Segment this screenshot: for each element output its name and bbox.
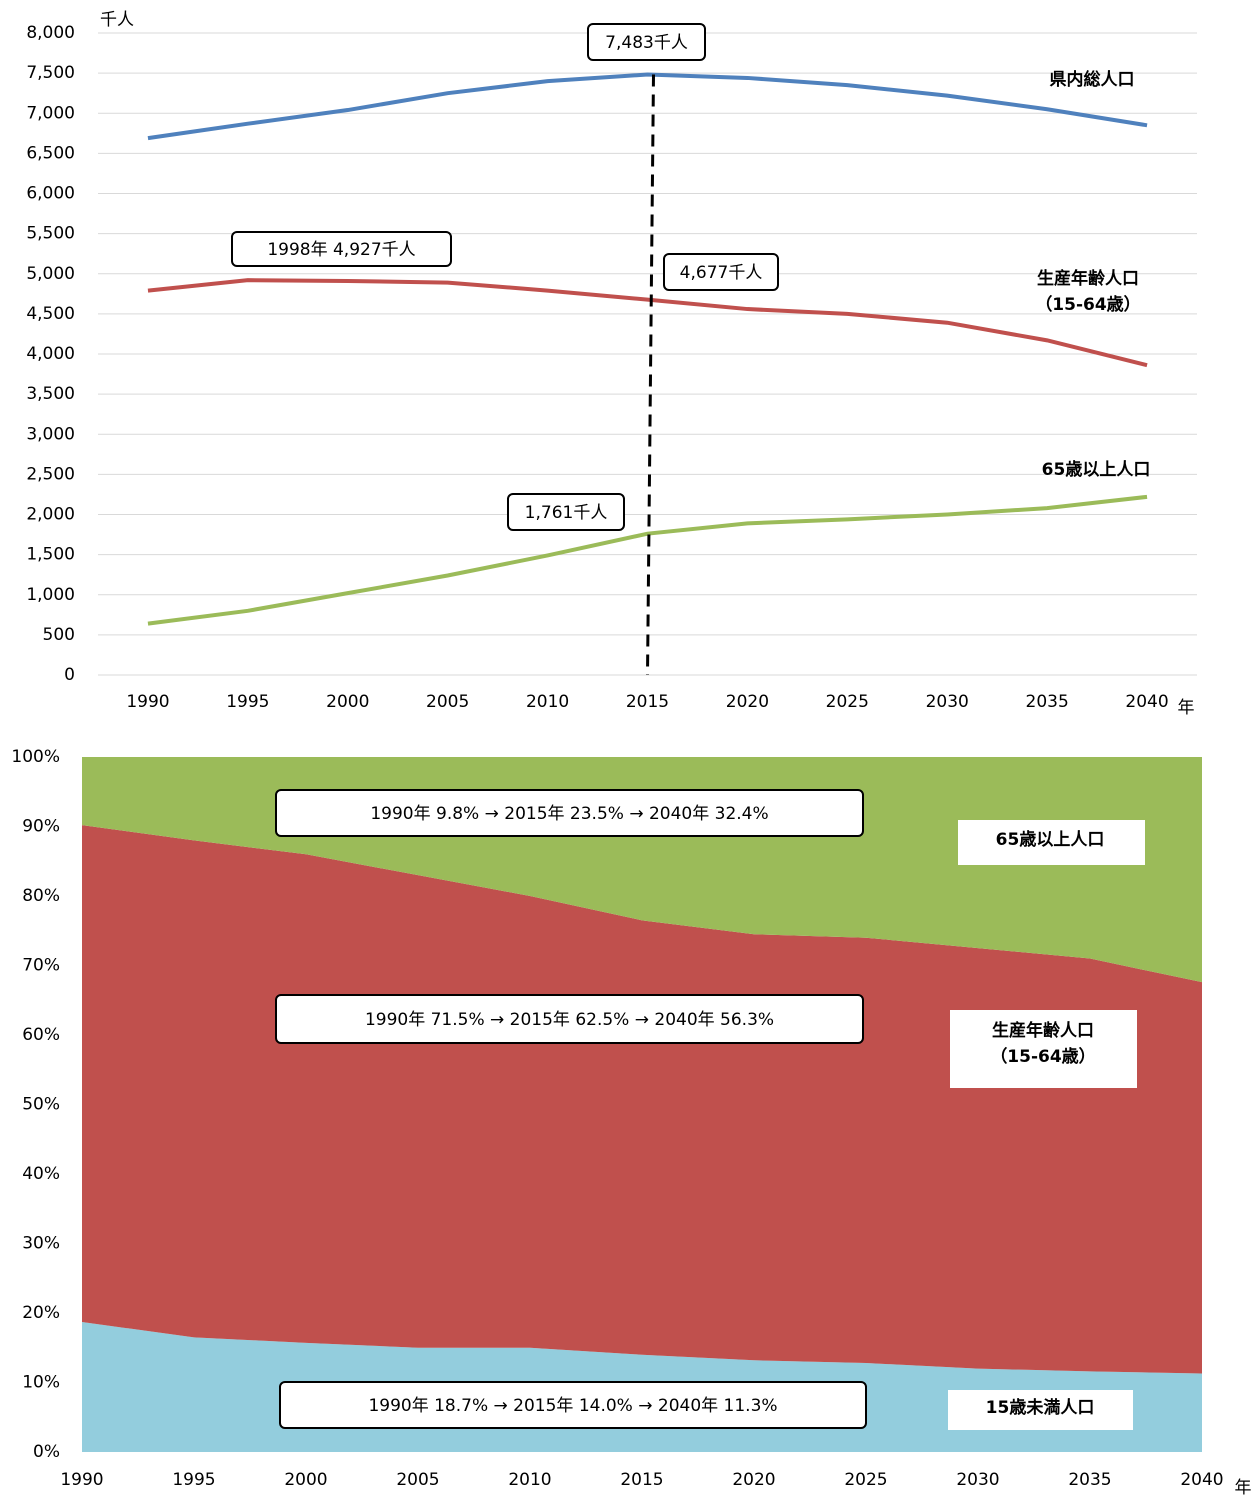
- x-tick-label: 2030: [956, 1470, 999, 1490]
- annotation: 7,483千人: [605, 33, 688, 53]
- y-tick-label: 4,500: [26, 304, 75, 324]
- x-tick-label: 1995: [226, 692, 269, 712]
- y-tick-label: 100%: [11, 747, 60, 767]
- line: [147, 494, 1148, 626]
- y-tick-label: 7,500: [26, 63, 75, 83]
- x-tick-label: 2035: [1068, 1470, 1111, 1490]
- annotation-box: [587, 23, 706, 61]
- x-tick-label: 2000: [326, 692, 369, 712]
- y-tick-label: 50%: [22, 1095, 60, 1115]
- x-tick-label: 2040: [1180, 1470, 1223, 1490]
- legend-box: [948, 1390, 1133, 1430]
- x-tick-label: 2010: [526, 692, 569, 712]
- annotation: 1990年 9.8% → 2015年 23.5% → 2040年 32.4%: [370, 804, 768, 824]
- x-unit: 年: [1178, 698, 1195, 718]
- annotation-box: [663, 253, 779, 291]
- y-tick-label: 2,500: [26, 464, 75, 484]
- y-unit: 千人: [100, 10, 134, 30]
- annotation-box: [279, 1381, 867, 1429]
- x-tick-label: 2005: [426, 692, 469, 712]
- y-tick-label: 80%: [22, 886, 60, 906]
- annotation: 4,677千人: [680, 263, 763, 283]
- series-label: 65歳以上人口: [1042, 459, 1151, 480]
- series-label: 県内総人口: [1050, 69, 1135, 90]
- y-tick-label: 0: [64, 665, 75, 685]
- x-tick-label: 1990: [60, 1470, 103, 1490]
- series-label: 15歳未満人口: [986, 1397, 1095, 1418]
- y-tick-label: 7,000: [26, 103, 75, 123]
- series-label: 65歳以上人口: [996, 829, 1105, 850]
- y-tick-label: 500: [43, 625, 75, 645]
- legend-box: [958, 820, 1145, 865]
- annotation: 1990年 71.5% → 2015年 62.5% → 2040年 56.3%: [365, 1010, 774, 1030]
- y-tick-label: 6,000: [26, 184, 75, 204]
- series-label: 生産年齢人口（15-64歳）: [1035, 268, 1140, 315]
- annotation-box: [275, 789, 864, 837]
- y-tick-label: 0%: [33, 1442, 60, 1462]
- line: [147, 278, 1148, 368]
- y-tick-label: 2,000: [26, 505, 75, 525]
- x-tick-label: 2020: [732, 1470, 775, 1490]
- x-tick-label: 1995: [172, 1470, 215, 1490]
- y-tick-label: 20%: [22, 1303, 60, 1323]
- legend-box: [950, 1010, 1137, 1088]
- area: [82, 825, 1202, 1374]
- annotation: 1,761千人: [525, 503, 608, 523]
- series-label: 生産年齢人口（15-64歳）: [990, 1020, 1095, 1067]
- y-tick-label: 3,000: [26, 424, 75, 444]
- y-tick-label: 5,500: [26, 224, 75, 244]
- y-tick-label: 40%: [22, 1164, 60, 1184]
- annotation-box: [507, 493, 625, 531]
- y-tick-label: 3,500: [26, 384, 75, 404]
- y-tick-label: 30%: [22, 1234, 60, 1254]
- x-tick-label: 2025: [844, 1470, 887, 1490]
- x-tick-label: 2015: [626, 692, 669, 712]
- x-tick-label: 2040: [1125, 692, 1168, 712]
- x-tick-label: 2000: [284, 1470, 327, 1490]
- line: [147, 72, 1148, 141]
- x-tick-label: 2030: [926, 692, 969, 712]
- annotation-box: [231, 231, 452, 267]
- y-tick-label: 4,000: [26, 344, 75, 364]
- x-tick-label: 2035: [1026, 692, 1069, 712]
- y-tick-label: 8,000: [26, 23, 75, 43]
- x-tick-label: 2005: [396, 1470, 439, 1490]
- reference-line: [646, 74, 655, 676]
- y-tick-label: 10%: [22, 1373, 60, 1393]
- y-tick-label: 6,500: [26, 143, 75, 163]
- y-tick-label: 5,000: [26, 264, 75, 284]
- y-tick-label: 70%: [22, 956, 60, 976]
- annotation: 1998年 4,927千人: [267, 240, 415, 260]
- x-tick-label: 2025: [826, 692, 869, 712]
- y-tick-label: 90%: [22, 817, 60, 837]
- y-tick-label: 1,500: [26, 545, 75, 565]
- y-tick-label: 1,000: [26, 585, 75, 605]
- x-tick-label: 1990: [126, 692, 169, 712]
- x-tick-label: 2020: [726, 692, 769, 712]
- y-tick-label: 60%: [22, 1025, 60, 1045]
- annotation: 1990年 18.7% → 2015年 14.0% → 2040年 11.3%: [368, 1396, 777, 1416]
- annotation-box: [275, 994, 864, 1044]
- x-tick-label: 2010: [508, 1470, 551, 1490]
- x-unit: 年: [1235, 1478, 1252, 1496]
- x-tick-label: 2015: [620, 1470, 663, 1490]
